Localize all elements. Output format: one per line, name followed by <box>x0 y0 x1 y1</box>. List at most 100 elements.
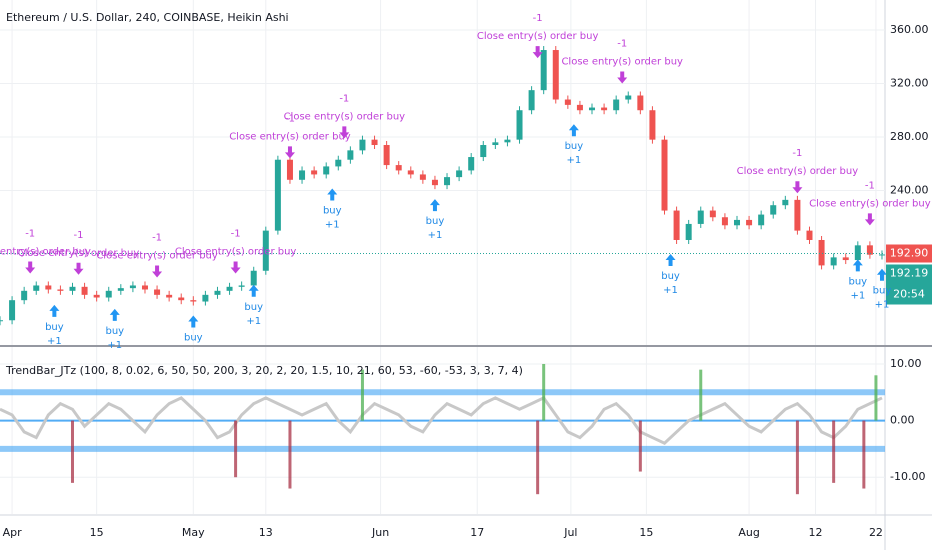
candle <box>589 107 596 111</box>
candle <box>166 294 173 298</box>
candle <box>673 210 680 240</box>
close-arrow <box>339 126 350 139</box>
candle <box>721 217 728 226</box>
buy-arrow <box>568 124 579 137</box>
candle <box>371 139 378 146</box>
countdown-label: 20:54 <box>893 287 925 300</box>
candle <box>238 285 245 287</box>
indicator-bar <box>360 369 364 421</box>
buy-label: buy <box>45 322 64 333</box>
candle <box>190 300 197 302</box>
indicator-bar <box>638 420 642 472</box>
candle <box>214 290 221 295</box>
buy-qty: +1 <box>663 285 678 296</box>
y-tick-label: 0.00 <box>890 414 915 427</box>
close-label: Close entry(s) order buy <box>18 248 140 259</box>
chart-title: Ethereum / U.S. Dollar, 240, COINBASE, H… <box>6 11 289 24</box>
candle <box>141 285 148 290</box>
candle <box>746 219 753 226</box>
candle <box>383 145 390 166</box>
x-tick-label: Jul <box>563 526 577 539</box>
candle <box>733 219 740 226</box>
y-tick-label: 360.00 <box>890 23 929 36</box>
candle <box>540 50 547 91</box>
candle <box>81 286 88 295</box>
close-qty: -1 <box>152 232 162 243</box>
x-tick-label: 15 <box>639 526 653 539</box>
buy-arrow <box>665 253 676 266</box>
x-tick-label: 22 <box>869 526 883 539</box>
indicator-line <box>0 396 883 446</box>
indicator-bar <box>795 420 799 495</box>
candle <box>504 139 511 143</box>
candle <box>335 159 342 167</box>
close-qty: -1 <box>74 230 84 241</box>
candle <box>45 285 52 290</box>
close-label: Close entry(s) order buy <box>96 250 218 261</box>
current-tag-label: 192.19 <box>890 266 929 279</box>
x-tick-label: Aug <box>738 526 759 539</box>
close-label: Close entry(s) order buy <box>477 31 599 42</box>
candle <box>613 99 620 111</box>
candle <box>456 170 463 178</box>
buy-arrow <box>429 199 440 212</box>
indicator-bar <box>874 375 878 421</box>
close-arrow <box>25 261 36 274</box>
candle <box>33 285 40 291</box>
buy-label: buy <box>323 205 342 216</box>
y-tick-label: 240.00 <box>890 183 929 196</box>
indicator-bar <box>862 420 866 489</box>
candle <box>564 99 571 105</box>
buy-label: buy <box>565 141 584 152</box>
x-tick-label: Apr <box>3 526 23 539</box>
marks <box>0 46 887 495</box>
candle <box>286 159 293 180</box>
buy-qty: +1 <box>428 230 443 241</box>
candle <box>178 297 185 301</box>
buy-qty: +1 <box>107 340 122 351</box>
close-label: Close entry(s) order buy <box>175 246 297 257</box>
candle <box>697 210 704 224</box>
candle <box>649 110 656 140</box>
candle <box>93 294 100 298</box>
candle <box>202 294 209 302</box>
candle <box>770 205 777 215</box>
close-label: Close entry(s) order buy <box>229 131 351 142</box>
candle <box>274 159 281 231</box>
x-tick-label: 13 <box>259 526 273 539</box>
candle <box>347 150 354 160</box>
close-label: Close entry(s) order buy <box>737 166 859 177</box>
candle <box>395 165 402 171</box>
y-tick-label: 320.00 <box>890 76 929 89</box>
close-qty: -1 <box>617 39 627 50</box>
indicator-bar <box>832 420 836 483</box>
candle <box>528 90 535 111</box>
candle <box>818 239 825 266</box>
candle <box>468 157 475 171</box>
candle <box>226 286 233 291</box>
candle <box>444 177 451 186</box>
current-tag <box>886 264 932 305</box>
buy-qty: +1 <box>875 300 890 311</box>
candle <box>576 104 583 111</box>
indicator-bar <box>234 420 238 478</box>
candle <box>492 142 499 146</box>
close-arrow <box>230 261 241 274</box>
candle <box>842 257 849 261</box>
indicator-title: TrendBar_JTz (100, 8, 0.02, 6, 50, 50, 2… <box>5 364 523 377</box>
candle <box>419 174 426 180</box>
candle <box>866 245 873 255</box>
buy-arrow <box>109 308 120 321</box>
close-label: Close entry(s) order buy <box>809 198 931 209</box>
candle <box>806 230 813 240</box>
buy-arrow <box>49 304 60 317</box>
candle <box>57 289 64 291</box>
close-qty: -1 <box>533 13 543 24</box>
x-tick-label: Jun <box>371 526 389 539</box>
candle <box>625 95 632 100</box>
candle <box>117 288 124 291</box>
buy-qty: +1 <box>850 290 865 301</box>
buy-qty: +1 <box>325 219 340 230</box>
candle <box>637 95 644 111</box>
